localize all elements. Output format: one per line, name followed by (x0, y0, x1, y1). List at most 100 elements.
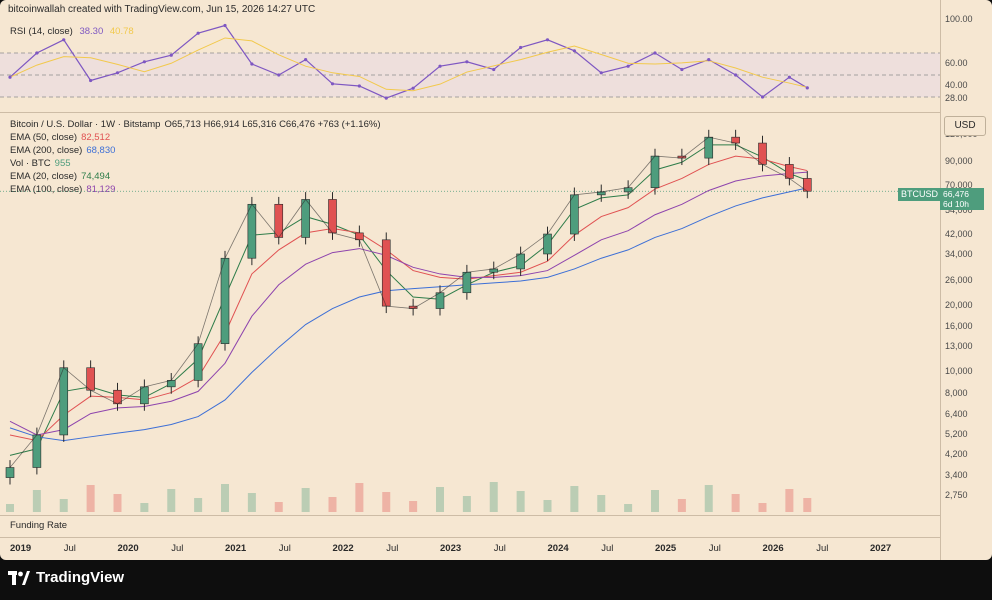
time-axis-tick: Jul (816, 543, 829, 554)
rsi-point (492, 67, 496, 72)
rsi-point (330, 82, 335, 86)
price-candle (462, 271, 472, 294)
price-chart-svg[interactable] (0, 0, 992, 560)
price-candle (247, 203, 257, 259)
rsi-point (8, 75, 12, 79)
volume-bar (355, 483, 364, 512)
volume-bar (167, 489, 176, 512)
time-axis-divider (0, 537, 940, 538)
price-candle (758, 142, 767, 165)
volume-bar (462, 496, 471, 512)
time-axis-tick: Jul (278, 543, 291, 554)
volume-bar (221, 484, 229, 512)
volume-bar (785, 489, 794, 512)
price-candle (86, 367, 95, 391)
price-legend-value: 955 (54, 158, 71, 169)
volume-bar (597, 495, 606, 512)
volume-bar (59, 499, 68, 512)
price-axis-tick: 34,000 (945, 249, 973, 260)
rsi-ma-line (9, 37, 808, 92)
rsi-legend-value: 38.30 (79, 26, 104, 37)
price-legend-value: 82,512 (81, 132, 111, 143)
price-axis[interactable] (940, 0, 992, 560)
rsi-point (626, 64, 630, 68)
time-axis-tick: Jul (386, 543, 399, 554)
time-axis-tick: Jul (493, 543, 506, 554)
rsi-point (465, 60, 469, 64)
price-legend-row[interactable]: EMA (200, close) 68,830 (10, 145, 115, 156)
symbol-badge: BTCUSD (898, 188, 942, 201)
ema-line (9, 187, 808, 442)
tradingview-logo-icon (8, 570, 30, 585)
time-axis-tick: 2027 (870, 543, 892, 554)
price-legend-value: O65,713 H66,914 L65,316 C66,476 +763 (+1… (164, 119, 381, 130)
price-axis-tick: 5,200 (945, 428, 968, 439)
price-legend-label: EMA (100, close) (10, 184, 83, 195)
price-candle (543, 233, 552, 255)
price-legend-row[interactable]: EMA (100, close) 81,129 (10, 184, 115, 195)
price-legend-row[interactable]: EMA (20, close) 74,494 (10, 171, 110, 182)
rsi-axis-tick: 40.00 (945, 80, 968, 90)
price-legend-row[interactable]: EMA (50, close) 82,512 (10, 132, 110, 143)
price-legend-row[interactable]: Bitcoin / U.S. Dollar · 1W · Bitstamp O65… (10, 119, 380, 130)
volume-bar (113, 494, 122, 512)
volume-bar (436, 487, 444, 512)
rsi-point (384, 96, 388, 100)
rsi-point (223, 23, 227, 28)
time-axis-tick: 2021 (225, 543, 247, 554)
price-axis-tick: 16,000 (945, 321, 973, 332)
tradingview-logo[interactable]: TradingView (8, 569, 124, 586)
volume-bar (758, 503, 767, 512)
rsi-axis-tick: 100.00 (945, 14, 973, 24)
price-candle (220, 257, 230, 345)
price-axis-tick: 70,000 (945, 180, 973, 191)
time-axis-tick: 2019 (10, 543, 32, 554)
rsi-point (196, 31, 200, 35)
price-candle (435, 292, 445, 309)
volume-bar (140, 503, 149, 512)
time-axis-tick: 2026 (762, 543, 784, 554)
price-legend-value: 68,830 (86, 145, 116, 156)
rsi-point (653, 51, 657, 55)
price-axis-tick: 90,000 (945, 156, 973, 167)
volume-bar (86, 485, 95, 512)
volume-bar (274, 502, 283, 512)
volume-bar (328, 497, 337, 512)
funding-rate-label: Funding Rate (10, 520, 68, 531)
time-axis-tick: Jul (601, 543, 614, 554)
price-legend-row[interactable]: Vol · BTC 955 (10, 158, 71, 169)
volume-bar (803, 498, 812, 512)
price-legend-label: Bitcoin / U.S. Dollar · 1W · Bitstamp (10, 119, 161, 130)
rsi-point (411, 86, 415, 90)
rsi-point (35, 51, 39, 55)
price-legend-label: EMA (50, close) (10, 132, 78, 143)
price-candle (516, 253, 525, 270)
rsi-point (707, 58, 711, 62)
volume-bar (194, 498, 203, 512)
price-axis-tick: 20,000 (945, 300, 973, 311)
volume-bar (543, 500, 552, 512)
price-axis-tick: 13,000 (945, 341, 973, 352)
rsi-axis-tick: 60.00 (945, 58, 968, 68)
volume-bar (382, 492, 391, 512)
rsi-point (438, 64, 442, 68)
rsi-point (787, 75, 791, 79)
price-legend-value: 74,494 (81, 171, 111, 182)
volume-bar (731, 494, 740, 512)
price-candle (328, 199, 337, 234)
volume-bar (489, 482, 498, 512)
volume-bar (409, 501, 418, 512)
rsi-point (519, 45, 523, 50)
price-candle (650, 155, 660, 188)
rsi-point (250, 62, 254, 66)
price-legend-value: 81,129 (86, 184, 116, 195)
rsi-point (169, 53, 173, 57)
price-axis-tick: 4,200 (945, 449, 968, 460)
rsi-point (115, 71, 120, 75)
volume-bar (6, 504, 14, 512)
currency-button[interactable]: USD (944, 116, 986, 136)
price-close-line (9, 136, 808, 468)
rsi-point (89, 78, 93, 83)
rsi-legend-ma-value: 40.78 (109, 26, 134, 37)
time-axis-tick: 2020 (117, 543, 139, 554)
